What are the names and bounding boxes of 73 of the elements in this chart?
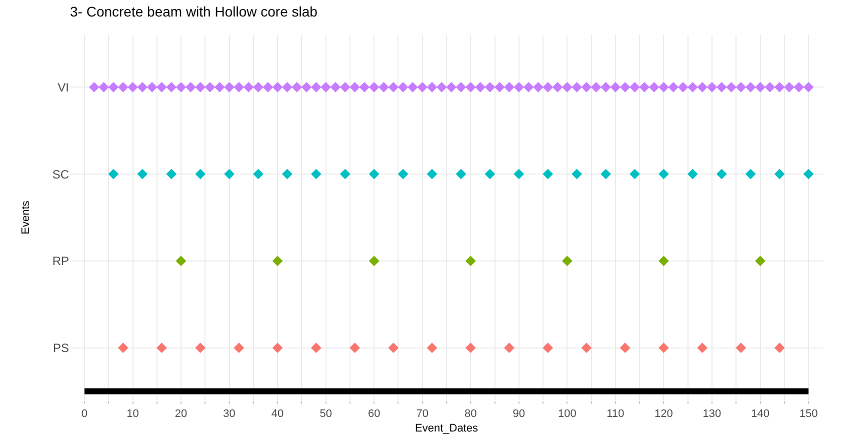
x-tick-label: 70 xyxy=(416,408,428,420)
point xyxy=(446,82,457,92)
point xyxy=(368,82,380,92)
point xyxy=(764,82,776,92)
point xyxy=(639,82,650,92)
point xyxy=(408,82,418,92)
point xyxy=(456,82,466,92)
point xyxy=(716,82,727,92)
point xyxy=(533,82,544,92)
point xyxy=(426,82,438,92)
point xyxy=(590,82,602,92)
point xyxy=(388,82,399,92)
chart-title: 3- Concrete beam with Hollow core slab xyxy=(70,3,318,20)
y-tick-label: RP xyxy=(52,254,69,268)
point xyxy=(330,82,341,92)
point xyxy=(726,82,736,92)
point xyxy=(687,82,698,92)
point xyxy=(340,82,350,92)
x-tick-label: 10 xyxy=(126,408,139,420)
point xyxy=(484,82,496,92)
point xyxy=(736,82,746,92)
point xyxy=(678,82,688,92)
x-tick-label: 0 xyxy=(81,408,88,420)
y-tick-label: VI xyxy=(58,80,69,94)
point xyxy=(794,82,804,92)
point xyxy=(494,82,505,92)
point xyxy=(398,82,408,92)
point xyxy=(581,82,592,92)
x-tick-label: 40 xyxy=(271,408,284,420)
x-tick-label: 130 xyxy=(702,408,722,420)
point xyxy=(359,82,370,92)
x-tick-label: 140 xyxy=(751,408,770,420)
point xyxy=(378,82,389,92)
point xyxy=(475,82,486,92)
point xyxy=(745,82,756,92)
y-tick-label: SC xyxy=(52,167,70,182)
point xyxy=(552,82,563,92)
x-tick-label: 30 xyxy=(223,408,236,420)
point xyxy=(350,82,360,92)
point xyxy=(417,82,428,92)
point xyxy=(706,82,718,92)
point xyxy=(600,82,611,92)
point xyxy=(755,82,766,92)
point xyxy=(436,82,447,92)
x-tick-label: 50 xyxy=(320,408,332,420)
point xyxy=(620,82,630,92)
point xyxy=(803,82,814,92)
point xyxy=(610,82,621,92)
x-tick-label: 80 xyxy=(464,408,477,420)
point xyxy=(465,82,476,92)
point xyxy=(562,82,572,92)
x-tick-label: 60 xyxy=(368,408,380,420)
point xyxy=(542,82,554,92)
x-tick-label: 120 xyxy=(654,408,673,420)
point xyxy=(697,82,708,92)
x-tick-label: 110 xyxy=(606,408,624,420)
x-tick-label: 100 xyxy=(558,408,576,420)
x-tick-label: 20 xyxy=(174,408,188,420)
point xyxy=(648,82,660,92)
x-tick-label: 150 xyxy=(799,408,818,420)
point xyxy=(630,82,640,92)
point xyxy=(514,82,524,92)
y-axis-title: Events xyxy=(20,200,32,234)
point xyxy=(784,82,794,92)
point xyxy=(523,82,534,92)
x-axis-title: Event_Dates xyxy=(415,422,478,434)
point xyxy=(658,82,669,92)
x-tick-label: 90 xyxy=(512,408,526,420)
point xyxy=(504,82,514,92)
point xyxy=(774,82,785,92)
point xyxy=(572,82,582,92)
point xyxy=(668,82,679,92)
y-tick-label: PS xyxy=(52,341,69,356)
